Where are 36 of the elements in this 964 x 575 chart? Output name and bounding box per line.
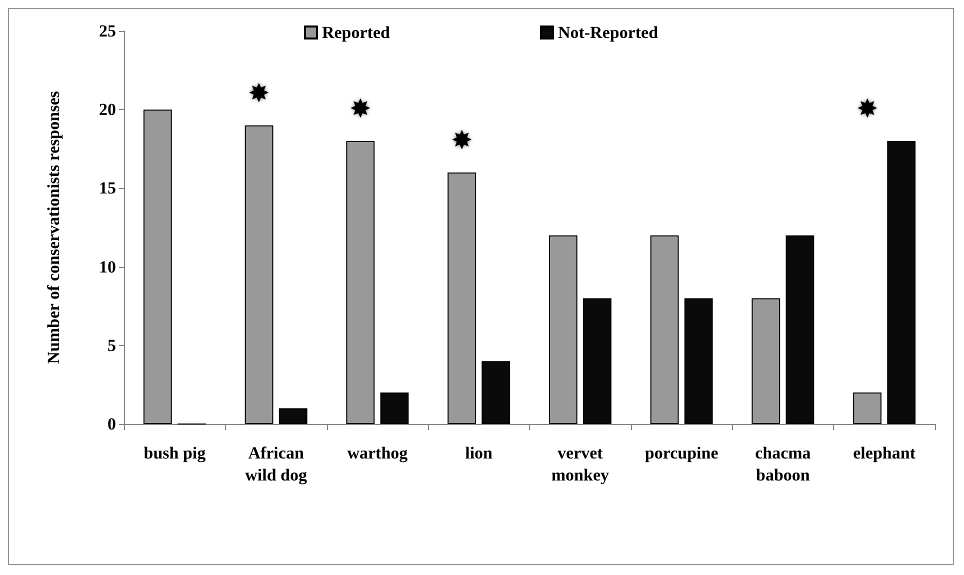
bar xyxy=(244,125,274,424)
y-tick-label: 25 xyxy=(99,22,116,40)
bar xyxy=(583,298,612,424)
bar xyxy=(684,298,713,424)
x-tick-label: porcupine xyxy=(644,444,719,462)
y-tick-label: 20 xyxy=(99,100,116,120)
bar xyxy=(482,361,510,424)
bar xyxy=(887,141,916,424)
legend-label: Not-Reported xyxy=(558,23,659,42)
bar xyxy=(548,235,578,424)
x-tick-label: lion xyxy=(465,444,494,462)
bar xyxy=(380,392,409,424)
x-tick-label: elephant xyxy=(853,444,916,462)
bar xyxy=(278,408,308,424)
legend-label: Reported xyxy=(322,23,390,42)
bar xyxy=(346,141,375,424)
bar xyxy=(143,110,172,424)
bar xyxy=(853,392,882,424)
annotation: ✸ xyxy=(450,126,473,155)
bar xyxy=(448,172,476,424)
bar xyxy=(650,235,679,424)
annotation: ✸ xyxy=(248,78,270,108)
y-axis-title: Number of conservationists responses xyxy=(44,90,63,364)
x-tick-label: bush pig xyxy=(144,444,206,462)
y-tick-label: 10 xyxy=(99,257,116,276)
x-tick-label: vervet monkey xyxy=(551,444,610,484)
x-tick-label: chacma baboon xyxy=(755,444,812,484)
y-tick-label: 5 xyxy=(108,336,116,355)
annotation: ✸ xyxy=(856,94,878,124)
bar xyxy=(752,298,780,424)
y-tick-label: 15 xyxy=(99,178,116,198)
annotation: ✸ xyxy=(349,94,372,124)
x-tick-label: warthog xyxy=(347,444,408,462)
y-tick-label: 0 xyxy=(108,414,116,434)
x-tick-label: African wild dog xyxy=(245,444,308,484)
bar xyxy=(786,235,814,424)
